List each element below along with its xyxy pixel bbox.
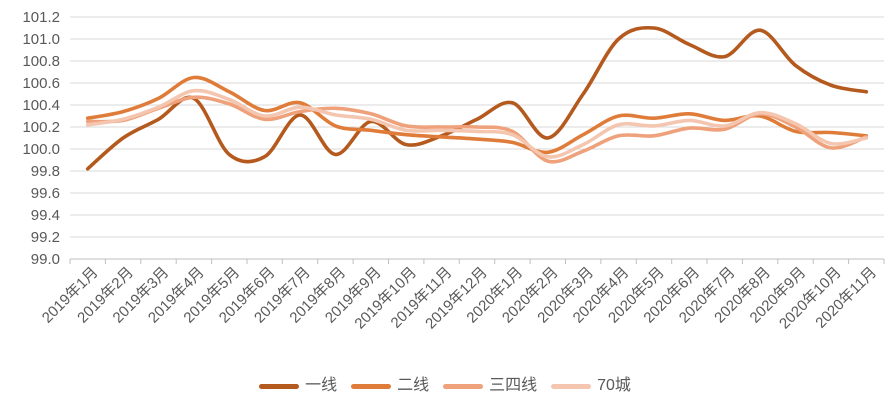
y-axis-label: 101.0	[22, 31, 60, 48]
series-line-tier2	[85, 75, 869, 155]
legend-item-tier1: 一线	[259, 378, 337, 394]
y-axis-label: 100.6	[22, 75, 60, 92]
y-axis-label: 100.2	[22, 119, 60, 136]
legend-label-city70: 70城	[597, 377, 631, 394]
legend-swatch-tier2	[351, 383, 392, 389]
legend-swatch-tier1	[259, 383, 300, 389]
y-axis-label: 99.2	[31, 229, 60, 246]
legend-item-tier34: 三四线	[443, 378, 537, 394]
y-axis-label: 101.2	[22, 9, 60, 26]
y-axis-label: 100.4	[22, 97, 60, 114]
chart-legend: 一线 二线 三四线 70城	[259, 378, 631, 394]
y-axis-label: 100.8	[22, 53, 60, 70]
series-line-tier34	[85, 95, 869, 164]
legend-item-city70: 70城	[551, 378, 631, 394]
y-axis-label: 99.8	[31, 163, 60, 180]
y-axis-label: 99.0	[31, 251, 60, 268]
legend-label-tier2: 二线	[397, 377, 430, 394]
legend-swatch-tier34	[443, 383, 484, 389]
series-line-city70	[85, 88, 869, 159]
legend-label-tier1: 一线	[305, 377, 338, 394]
legend-label-tier34: 三四线	[489, 377, 538, 394]
y-axis-label: 100.0	[22, 141, 60, 158]
line-chart-canvas: 99.0 99.2 99.4 99.6 99.8 100.0 100.2 100.4 100.6…	[22, 9, 885, 332]
y-axis-label: 99.6	[31, 185, 60, 202]
legend-item-tier2: 二线	[351, 378, 429, 394]
y-axis-label: 99.4	[31, 207, 60, 224]
legend-swatch-city70	[551, 383, 592, 389]
series-line-tier1	[85, 25, 869, 171]
